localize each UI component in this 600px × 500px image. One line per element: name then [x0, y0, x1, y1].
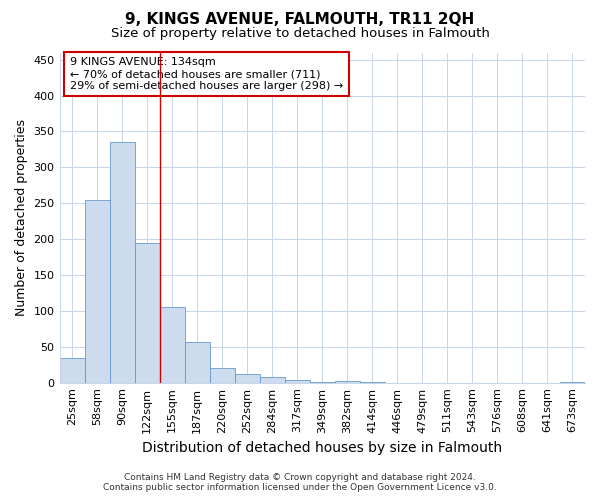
X-axis label: Distribution of detached houses by size in Falmouth: Distribution of detached houses by size …	[142, 441, 502, 455]
Y-axis label: Number of detached properties: Number of detached properties	[15, 119, 28, 316]
Bar	[185, 342, 209, 382]
Text: Contains HM Land Registry data © Crown copyright and database right 2024.
Contai: Contains HM Land Registry data © Crown c…	[103, 473, 497, 492]
Text: 9, KINGS AVENUE, FALMOUTH, TR11 2QH: 9, KINGS AVENUE, FALMOUTH, TR11 2QH	[125, 12, 475, 28]
Bar	[209, 368, 235, 382]
Bar	[160, 306, 185, 382]
Bar	[134, 242, 160, 382]
Bar	[235, 374, 260, 382]
Bar	[285, 380, 310, 382]
Text: 9 KINGS AVENUE: 134sqm
← 70% of detached houses are smaller (711)
29% of semi-de: 9 KINGS AVENUE: 134sqm ← 70% of detached…	[70, 58, 343, 90]
Bar	[335, 380, 360, 382]
Bar	[85, 200, 110, 382]
Bar	[59, 358, 85, 382]
Text: Size of property relative to detached houses in Falmouth: Size of property relative to detached ho…	[110, 28, 490, 40]
Bar	[260, 377, 285, 382]
Bar	[110, 142, 134, 382]
